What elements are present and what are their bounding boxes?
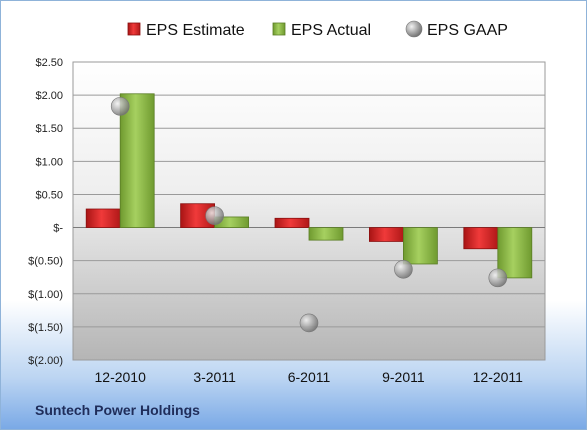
x-tick-label: 12-2010 <box>95 369 147 385</box>
company-name: Suntech Power Holdings <box>35 402 200 418</box>
y-tick-label: $0.50 <box>35 189 63 201</box>
bar-eps-actual-12-2011 <box>497 227 533 279</box>
x-tick-label: 12-2011 <box>473 369 524 385</box>
bar-eps-actual-12-2010 <box>119 93 155 228</box>
gaap-point-12-2010 <box>110 97 130 116</box>
y-tick-label: $(1.00) <box>28 289 63 301</box>
y-tick-label: $- <box>53 223 63 235</box>
legend: EPS Estimate EPS Actual EPS GAAP <box>127 20 508 39</box>
gaap-points <box>110 97 508 333</box>
gaap-point-6-2011 <box>299 313 319 333</box>
x-tick-label: 3-2011 <box>193 369 236 385</box>
gaap-point-3-2011 <box>205 206 224 225</box>
legend-item: EPS Estimate <box>127 22 245 39</box>
bar-eps-estimate-12-2010 <box>85 208 121 228</box>
bar-eps-estimate-6-2011 <box>274 217 310 228</box>
legend-label: EPS Actual <box>291 22 371 39</box>
x-tick-label: 9-2011 <box>382 369 425 385</box>
y-tick-label: $2.50 <box>35 57 63 69</box>
legend-label: EPS Estimate <box>146 22 245 39</box>
legend-item: EPS GAAP <box>405 20 508 39</box>
y-tick-label: $(1.50) <box>28 322 63 334</box>
x-tick-label: 6-2011 <box>288 369 331 385</box>
gaap-point-9-2011 <box>394 259 413 279</box>
bar-eps-estimate-9-2011 <box>368 227 404 242</box>
x-axis-tick-labels: 12-2010 3-2011 6-2011 9-2011 12-2011 <box>95 369 524 385</box>
y-axis-tick-labels: $2.50 $2.00 $1.50 $1.00 $0.50 $- $(0.50) $(1.00… <box>28 57 63 367</box>
bar-eps-actual-9-2011 <box>402 227 438 265</box>
legend-label: EPS GAAP <box>427 22 508 39</box>
y-tick-label: $1.00 <box>35 156 63 168</box>
legend-swatch <box>405 20 423 38</box>
legend-item: EPS Actual <box>272 22 371 39</box>
y-tick-label: $(0.50) <box>28 256 63 268</box>
y-tick-label: $1.50 <box>35 123 63 135</box>
y-tick-label: $2.00 <box>35 90 63 102</box>
bar-eps-estimate-12-2011 <box>463 227 499 250</box>
gaap-point-12-2011 <box>488 268 508 288</box>
legend-swatch <box>272 22 286 36</box>
legend-swatch <box>127 22 141 36</box>
bar-eps-actual-6-2011 <box>308 227 344 241</box>
y-tick-label: $(2.00) <box>28 355 63 367</box>
